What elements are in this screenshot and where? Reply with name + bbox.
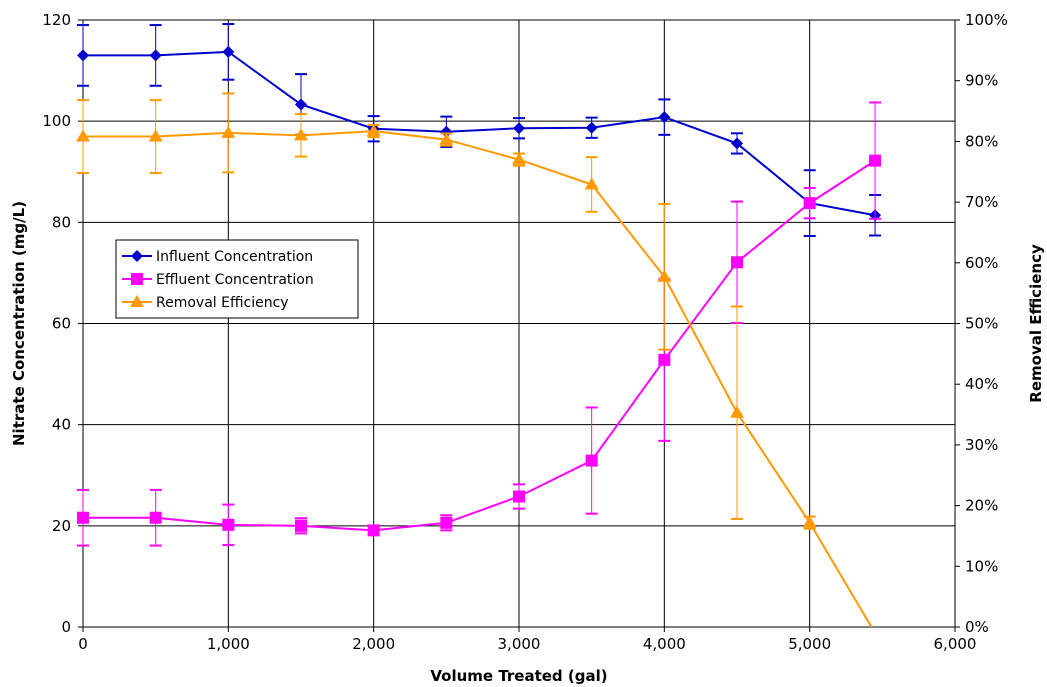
data-point <box>584 177 599 190</box>
series-diamond <box>77 23 882 237</box>
data-point <box>76 129 90 142</box>
y2-tick-label: 0% <box>965 618 989 636</box>
y-tick-label: 40 <box>52 416 71 434</box>
y2-tick-label: 80% <box>965 132 998 150</box>
data-point <box>222 45 235 58</box>
y-tick-label: 20 <box>52 517 71 535</box>
series-line <box>83 159 876 532</box>
legend-label: Influent Concentration <box>156 249 313 265</box>
y2-tick-label: 90% <box>965 72 998 90</box>
x-tick-label: 2,000 <box>352 635 395 653</box>
y-tick-label: 120 <box>42 11 71 29</box>
data-point <box>440 125 453 138</box>
data-point <box>731 256 743 269</box>
data-point <box>803 197 816 210</box>
y-tick-label: 60 <box>52 315 71 333</box>
data-point <box>869 154 882 167</box>
y2-tick-label: 30% <box>965 436 998 454</box>
legend-swatch-marker <box>131 250 143 262</box>
y2-tick-label: 40% <box>965 375 998 393</box>
data-point <box>585 121 598 134</box>
x-tick-label: 0 <box>78 635 88 653</box>
data-point <box>295 519 307 532</box>
x-tick-label: 4,000 <box>643 635 686 653</box>
legend: Influent Concentration Effluent Concentra… <box>115 239 359 319</box>
series-line <box>83 130 873 627</box>
y-tick-label: 100 <box>42 112 71 130</box>
y2-tick-label: 60% <box>965 254 998 272</box>
data-point <box>657 269 672 282</box>
series-layer <box>76 23 882 627</box>
legend-swatch-marker <box>131 273 143 285</box>
data-point <box>148 129 163 142</box>
legend-label: Removal Efficiency <box>156 295 289 311</box>
data-point <box>513 122 525 135</box>
y2-tick-label: 70% <box>965 193 998 211</box>
grid <box>82 19 956 628</box>
series-line <box>83 50 876 217</box>
data-point <box>77 511 89 524</box>
x-tick-label: 3,000 <box>498 635 541 653</box>
data-point <box>658 353 671 366</box>
legend-label: Effluent Concentration <box>156 272 314 288</box>
data-point <box>802 515 817 528</box>
data-point <box>513 490 525 503</box>
data-point <box>440 516 453 529</box>
legend-box <box>115 239 359 319</box>
data-point <box>77 49 89 62</box>
data-point <box>658 111 671 124</box>
data-point <box>366 124 381 137</box>
y-tick-label: 80 <box>52 213 71 231</box>
data-point <box>512 152 526 165</box>
series-square <box>77 101 882 547</box>
axes: 0 1,000 2,000 3,000 4,000 5,000 6,000 0 20 40 60 80… <box>42 11 1008 653</box>
y2-tick-label: 100% <box>965 11 1008 29</box>
x-tick-label: 5,000 <box>788 635 831 653</box>
data-point <box>149 511 162 524</box>
data-point <box>294 128 308 141</box>
data-point <box>367 524 380 537</box>
x-tick-label: 6,000 <box>934 635 977 653</box>
data-point <box>731 137 743 150</box>
data-point <box>730 405 744 418</box>
legend-swatch-marker <box>130 295 144 307</box>
y2-axis-title: Removal Efficiency <box>1027 244 1045 403</box>
x-axis-title: Volume Treated (gal) <box>430 667 607 685</box>
data-point <box>221 125 236 138</box>
data-point <box>439 132 454 145</box>
data-point <box>222 518 235 531</box>
y-tick-label: 0 <box>61 618 71 636</box>
y-axis-title: Nitrate Concentration (mg/L) <box>10 201 28 446</box>
series-triangle <box>76 92 873 627</box>
y2-tick-label: 10% <box>965 557 998 575</box>
y2-tick-label: 50% <box>965 315 998 333</box>
data-point <box>149 49 162 62</box>
data-point <box>585 454 598 467</box>
y2-tick-label: 20% <box>965 497 998 515</box>
data-point <box>295 98 307 111</box>
x-tick-label: 1,000 <box>207 635 250 653</box>
